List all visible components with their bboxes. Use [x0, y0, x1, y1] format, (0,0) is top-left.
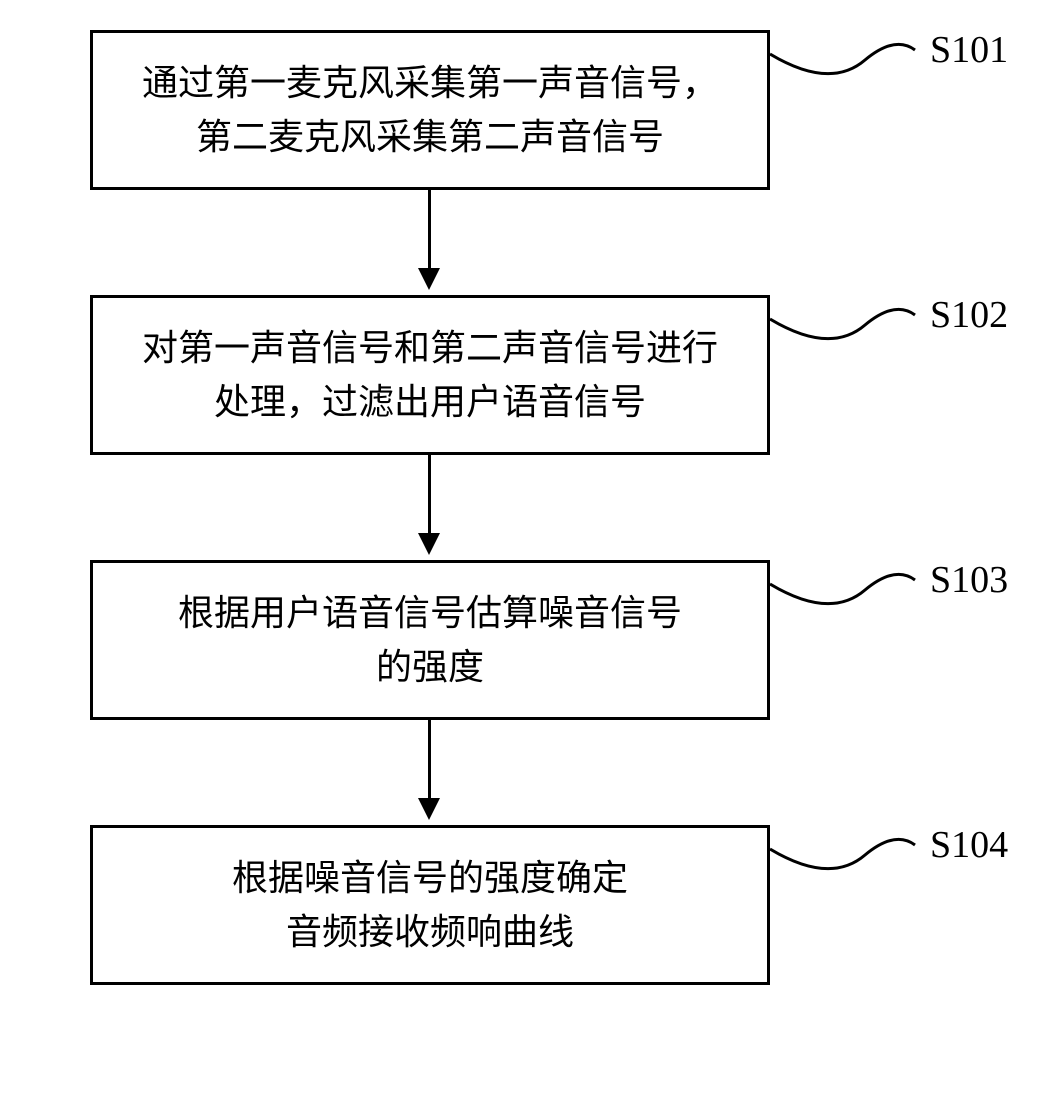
connector-curve: [770, 295, 920, 355]
step-text-line2: 第二麦克风采集第二声音信号: [196, 110, 664, 164]
flowchart-arrow: [428, 190, 431, 270]
arrow-head-icon: [418, 533, 440, 555]
flowchart-arrow: [428, 455, 431, 535]
step-text-line1: 通过第一麦克风采集第一声音信号，: [142, 56, 718, 110]
flowchart-step-box: 通过第一麦克风采集第一声音信号， 第二麦克风采集第二声音信号: [90, 30, 770, 190]
step-label: S103: [930, 558, 1008, 602]
arrow-head-icon: [418, 268, 440, 290]
step-text-line1: 根据用户语音信号估算噪音信号: [178, 586, 682, 640]
step-label: S101: [930, 28, 1008, 72]
connector-curve: [770, 30, 920, 90]
step-text-line2: 处理，过滤出用户语音信号: [214, 375, 646, 429]
step-text-line2: 的强度: [376, 640, 484, 694]
flowchart-step-box: 对第一声音信号和第二声音信号进行 处理，过滤出用户语音信号: [90, 295, 770, 455]
step-text-line1: 对第一声音信号和第二声音信号进行: [142, 321, 718, 375]
step-label: S104: [930, 823, 1008, 867]
connector-curve: [770, 560, 920, 620]
flowchart-arrow: [428, 720, 431, 800]
step-label: S102: [930, 293, 1008, 337]
connector-curve: [770, 825, 920, 885]
flowchart-step-box: 根据用户语音信号估算噪音信号 的强度: [90, 560, 770, 720]
flowchart-step-box: 根据噪音信号的强度确定 音频接收频响曲线: [90, 825, 770, 985]
step-text-line2: 音频接收频响曲线: [286, 905, 574, 959]
arrow-head-icon: [418, 798, 440, 820]
step-text-line1: 根据噪音信号的强度确定: [232, 851, 628, 905]
